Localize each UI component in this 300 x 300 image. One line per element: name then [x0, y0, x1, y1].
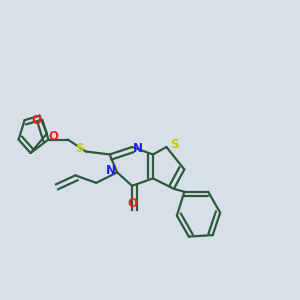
Text: N: N: [106, 164, 116, 177]
Text: S: S: [76, 142, 84, 155]
Text: N: N: [133, 142, 143, 155]
Text: S: S: [169, 137, 178, 151]
Text: O: O: [32, 114, 41, 127]
Text: O: O: [127, 197, 137, 210]
Text: O: O: [48, 130, 58, 143]
